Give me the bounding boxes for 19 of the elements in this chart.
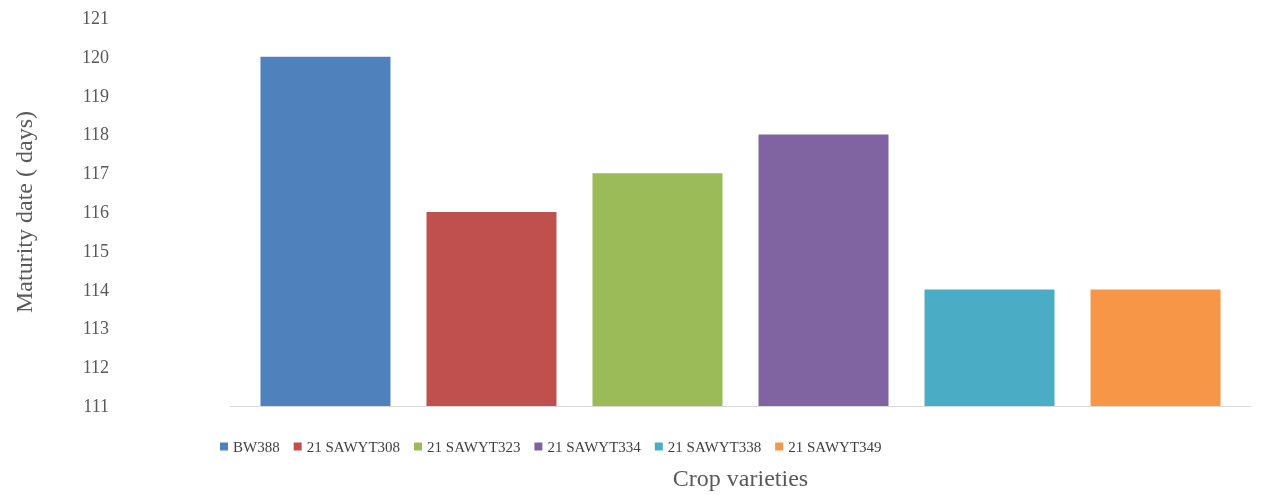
y-tick-label: 111 [83,396,109,416]
y-tick-label: 116 [82,202,109,222]
y-tick-label: 112 [82,357,109,378]
x-axis-title: Crop varieties [672,465,809,491]
y-tick-label: 117 [82,163,109,184]
legend-label: 21 SAWYT338 [667,438,762,455]
y-tick-label: 121 [82,8,109,28]
legend-label: 21 SAWYT323 [427,438,521,455]
legend-label: 21 SAWYT334 [547,438,642,455]
y-axis-title: Maturity date ( days) [11,111,37,313]
y-tick-label: 120 [82,46,109,67]
y-tick-label: 113 [82,318,109,339]
y-tick-label: 114 [82,279,109,300]
y-tick-label: 119 [82,85,109,106]
y-tick-label: 118 [82,124,109,145]
legend-label: 21 SAWYT308 [306,438,401,455]
y-tick-label: 115 [82,240,109,261]
legend-label: 21 SAWYT349 [788,438,882,455]
legend-label: BW388 [233,438,280,455]
